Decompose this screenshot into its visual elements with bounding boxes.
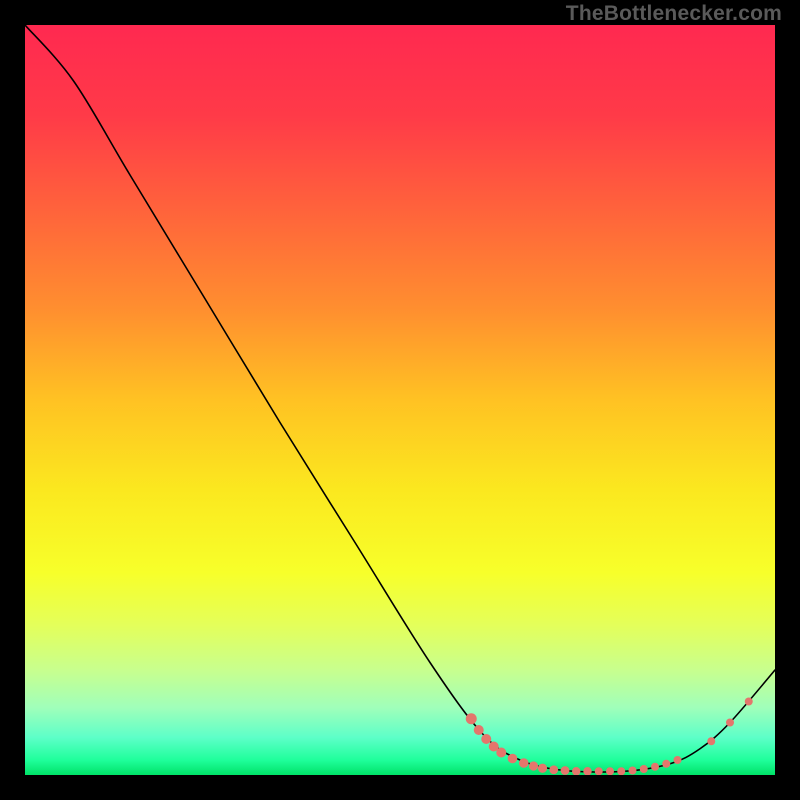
data-point [707,737,715,745]
data-point [508,754,518,764]
plot-area [25,25,775,775]
data-point [549,765,558,774]
chart-svg [25,25,775,775]
data-point [481,734,491,744]
data-point [617,767,625,775]
chart-container: TheBottlenecker.com [0,0,800,800]
data-point [745,698,753,706]
data-point [651,763,659,771]
data-point [496,748,506,758]
data-point [519,758,529,768]
data-point [629,767,637,775]
data-point [640,765,648,773]
data-point [561,766,570,775]
data-point [595,767,603,775]
data-point [662,760,670,768]
data-point [538,764,547,773]
data-point [674,756,682,764]
data-point [529,761,538,770]
data-point [466,713,477,724]
data-point [474,725,484,735]
data-point [606,767,614,775]
attribution-label: TheBottlenecker.com [566,2,782,26]
gradient-background [25,25,775,775]
data-point [726,719,734,727]
